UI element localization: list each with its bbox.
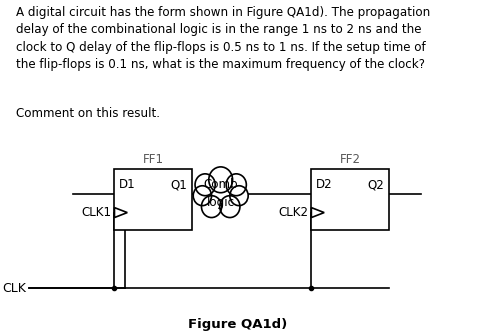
Circle shape <box>202 196 222 217</box>
Bar <box>114 169 192 230</box>
Text: Comb
logic: Comb logic <box>204 178 238 209</box>
Text: FF1: FF1 <box>143 153 164 166</box>
Circle shape <box>220 196 240 217</box>
Polygon shape <box>312 208 324 217</box>
Bar <box>312 169 389 230</box>
Polygon shape <box>114 208 128 217</box>
Circle shape <box>230 186 248 206</box>
Text: D2: D2 <box>316 178 332 191</box>
Text: A digital circuit has the form shown in Figure QA1d). The propagation
delay of t: A digital circuit has the form shown in … <box>16 6 430 71</box>
Circle shape <box>195 174 215 196</box>
Text: CLK1: CLK1 <box>82 206 112 219</box>
Text: CLK: CLK <box>2 282 26 295</box>
Text: FF2: FF2 <box>340 153 361 166</box>
Circle shape <box>209 167 233 193</box>
Circle shape <box>193 186 212 206</box>
Text: Q2: Q2 <box>368 178 384 191</box>
Text: D1: D1 <box>119 178 136 191</box>
Text: Comment on this result.: Comment on this result. <box>16 107 161 120</box>
Circle shape <box>226 174 246 196</box>
Text: Figure QA1d): Figure QA1d) <box>188 318 288 331</box>
Text: CLK2: CLK2 <box>278 206 308 219</box>
Text: Q1: Q1 <box>171 178 188 191</box>
